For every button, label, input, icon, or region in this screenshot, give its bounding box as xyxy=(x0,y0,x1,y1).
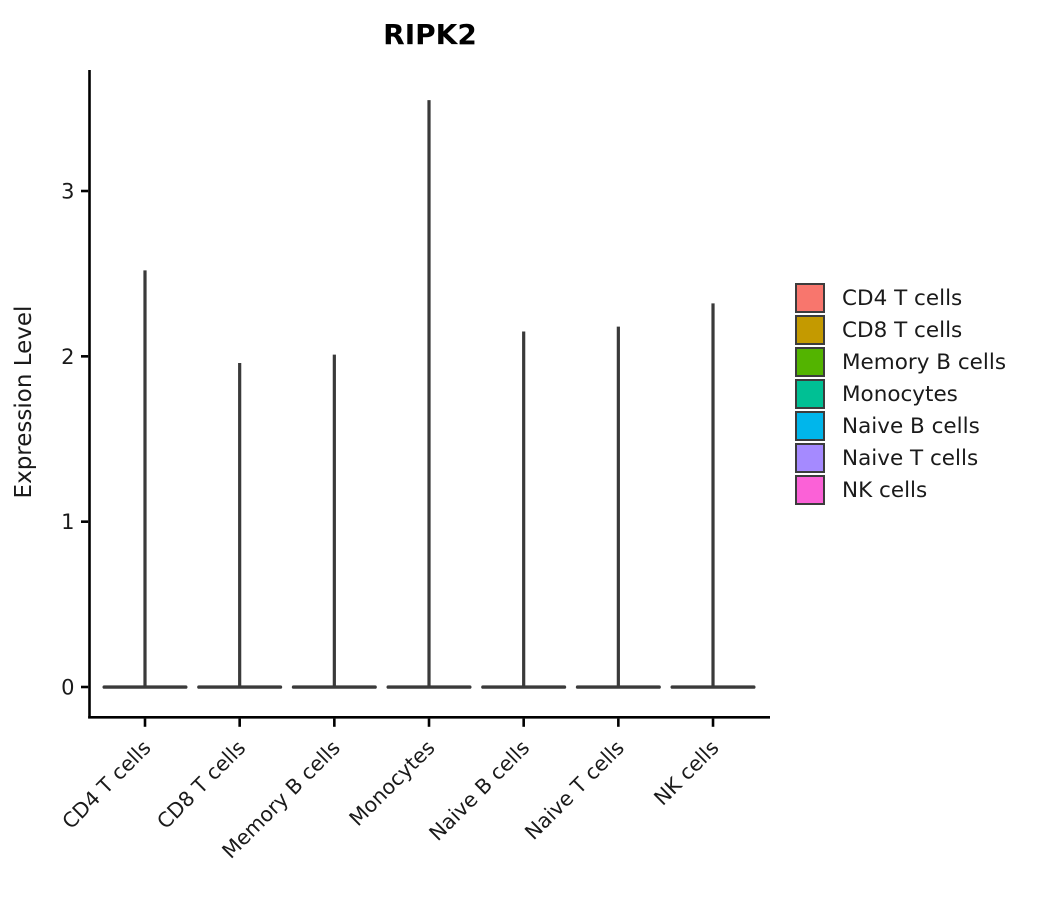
y-tick-label: 2 xyxy=(61,345,74,369)
plot-title: RIPK2 xyxy=(383,18,477,51)
x-tick-label: NK cells xyxy=(649,736,723,810)
violin-base xyxy=(291,685,377,689)
legend-swatch xyxy=(795,475,825,505)
violin-base xyxy=(102,685,188,689)
legend-swatch xyxy=(795,411,825,441)
x-tick-label: Naive B cells xyxy=(424,736,534,846)
legend-label: Monocytes xyxy=(842,381,958,407)
violin-base xyxy=(197,685,283,689)
legend-item: CD8 T cells xyxy=(795,315,1006,345)
legend-swatch xyxy=(795,379,825,409)
violin-base xyxy=(575,685,661,689)
legend-swatch xyxy=(795,443,825,473)
x-tick-label: Monocytes xyxy=(344,736,439,831)
legend-swatch xyxy=(795,347,825,377)
legend-item: NK cells xyxy=(795,475,1006,505)
violin-monocytes xyxy=(386,100,472,689)
legend-item: Monocytes xyxy=(795,379,1006,409)
x-tick-label: CD4 T cells xyxy=(57,736,155,834)
legend-label: CD4 T cells xyxy=(842,285,963,311)
violin-cd4-t-cells xyxy=(102,270,188,689)
legend-label: NK cells xyxy=(842,477,928,503)
x-tick-label: Naive T cells xyxy=(520,736,629,845)
legend-swatch xyxy=(795,315,825,345)
legend-label: Naive B cells xyxy=(842,413,980,439)
y-tick-label: 1 xyxy=(61,510,74,534)
legend-item: Naive T cells xyxy=(795,443,1006,473)
y-tick-label: 3 xyxy=(61,180,74,204)
legend: CD4 T cells CD8 T cells Memory B cells M… xyxy=(795,283,1006,507)
violin-nk-cells xyxy=(670,303,756,689)
legend-item: Naive B cells xyxy=(795,411,1006,441)
x-tick-label: CD8 T cells xyxy=(152,736,250,834)
legend-swatch xyxy=(795,283,825,313)
violin-base xyxy=(481,685,567,689)
violin-memory-b-cells xyxy=(291,354,377,689)
y-tick-label: 0 xyxy=(61,676,74,700)
legend-label: CD8 T cells xyxy=(842,317,963,343)
violin-naive-b-cells xyxy=(481,331,567,689)
legend-label: Naive T cells xyxy=(842,445,979,471)
violin-naive-t-cells xyxy=(575,326,661,689)
violin-base xyxy=(670,685,756,689)
legend-item: Memory B cells xyxy=(795,347,1006,377)
legend-label: Memory B cells xyxy=(842,349,1007,375)
legend-item: CD4 T cells xyxy=(795,283,1006,313)
violin-cd8-t-cells xyxy=(197,362,283,689)
violin-base xyxy=(386,685,472,689)
